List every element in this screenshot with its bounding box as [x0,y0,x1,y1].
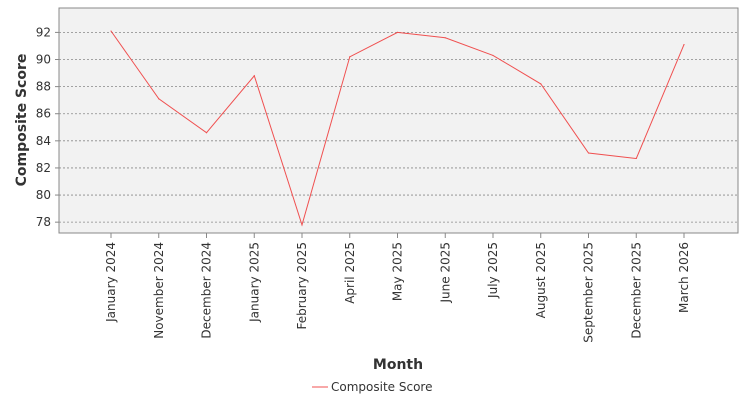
x-axis-title: Month [373,357,423,373]
data-point [444,37,446,39]
data-point [396,31,399,33]
data-point [301,224,303,226]
y-tick-label: 78 [36,215,51,229]
x-tick-label: June 2025 [438,242,452,304]
x-tick-label: September 2025 [582,242,596,343]
x-axis-ticks: January 2024 November 2024 December 2024 Ja… [104,233,691,343]
x-tick-label: August 2025 [534,242,548,318]
y-tick-label: 84 [36,134,51,148]
data-point [253,75,255,77]
y-tick-label: 80 [36,188,51,202]
grid-lines [59,31,738,223]
x-tick-label: January 2025 [247,242,261,323]
x-tick-label: January 2024 [104,242,118,323]
data-point [349,56,351,58]
data-point [683,43,685,46]
x-tick-label: December 2024 [200,242,214,339]
data-point [587,152,590,154]
legend: Composite Score [312,380,432,394]
series-group [110,30,685,227]
x-tick-label: July 2025 [486,242,500,299]
data-point [635,157,637,160]
y-tick-label: 86 [36,107,51,121]
plot-border [58,7,739,234]
x-tick-label: April 2025 [343,242,357,304]
data-point [540,83,542,85]
data-point [110,30,112,32]
data-point [205,132,208,134]
x-tick-label: December 2025 [629,242,643,339]
x-tick-label: May 2025 [391,242,405,301]
x-tick-label: March 2026 [677,242,691,313]
y-axis-ticks: 78 80 82 84 86 88 90 92 [36,25,59,229]
legend-label: Composite Score [331,380,432,394]
y-tick-label: 82 [36,161,51,175]
y-axis-title: Composite Score [14,54,30,187]
x-tick-label: November 2024 [152,242,166,339]
y-tick-label: 92 [36,25,51,39]
y-tick-label: 88 [36,80,51,94]
data-point [492,54,494,57]
data-point [158,98,160,100]
plot-background [59,8,738,233]
x-tick-label: February 2025 [295,242,309,330]
y-tick-label: 90 [36,53,51,67]
